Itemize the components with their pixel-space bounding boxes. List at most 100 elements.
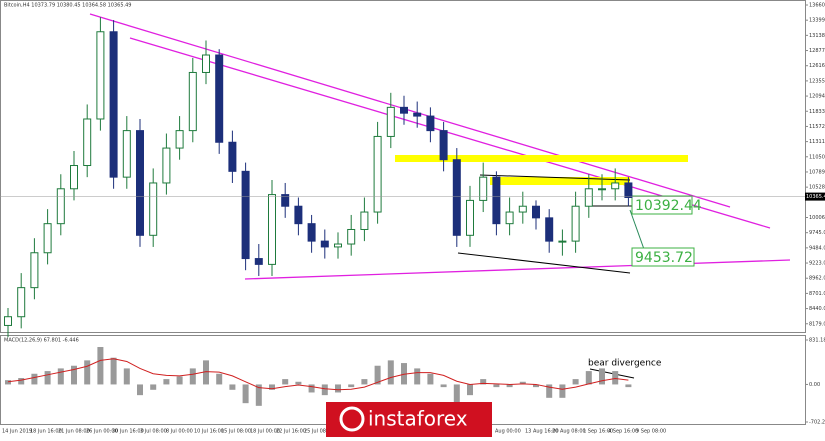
macd-bar: [480, 379, 487, 385]
candle-body: [254, 258, 263, 265]
annotation: 10392.44: [635, 198, 702, 214]
macd-bar: [453, 384, 460, 406]
macd-bar: [599, 368, 605, 385]
y-tick-label: 9484.00: [809, 245, 825, 251]
y-tick-label: 12355.00: [809, 78, 825, 84]
candle-body: [439, 130, 448, 161]
macd-bar: [123, 368, 130, 385]
macd-bar: [110, 357, 117, 385]
watermark-logo: [339, 406, 365, 432]
signal-line: [7, 358, 629, 391]
macd-bar: [427, 373, 434, 385]
watermark: instaforex: [368, 407, 468, 431]
divergence-line: [589, 368, 635, 379]
macd-bar: [612, 371, 619, 385]
price-panel: [0, 0, 806, 333]
macd-bar: [295, 381, 302, 385]
macd-bar: [493, 384, 500, 388]
y2-tick-label: 0.00: [809, 382, 820, 388]
macd-bar: [269, 384, 275, 390]
candle-body: [320, 240, 329, 248]
macd-bar: [216, 373, 223, 385]
macd-bar: [335, 384, 341, 393]
macd-bar: [308, 384, 315, 393]
x-tick-label: 9 Sep 08:00: [636, 429, 666, 435]
macd-bar: [533, 384, 539, 388]
y-tick-label: 8440.00: [809, 306, 825, 312]
macd-bar: [401, 363, 407, 385]
x-tick-label: 8 Jul 00:00: [166, 429, 193, 435]
annotation-box: [631, 195, 693, 215]
candle-body: [96, 31, 105, 120]
macd-bar: [176, 376, 183, 385]
candle-body: [492, 176, 501, 225]
macd-bar: [57, 368, 64, 385]
x-tick-label: 26 Jun 00:00: [86, 429, 118, 435]
y-tick-label: 10006.00: [809, 215, 825, 221]
candle-body: [611, 182, 620, 190]
x-tick-label: 1 Sep 16:00: [583, 429, 613, 435]
macd-bar: [321, 384, 328, 396]
macd-bar: [467, 384, 473, 396]
x-tick-label: 3 Jul 08:00: [140, 429, 167, 435]
macd-bar: [374, 365, 381, 385]
macd-bar: [5, 380, 11, 385]
macd-bar: [18, 378, 25, 385]
x-tick-label: Aug 00:00: [495, 429, 521, 435]
macd-bar: [282, 379, 289, 385]
candle-body: [413, 112, 422, 117]
y2-tick-label: -702.27: [809, 420, 825, 426]
y-tick-label: 8701.00: [809, 291, 825, 297]
y2-tick-label: 831.18: [809, 338, 825, 344]
candle-body: [149, 182, 158, 236]
candle-body: [505, 211, 514, 225]
candle-body: [452, 159, 461, 236]
y-tick-label: 10528.00: [809, 185, 825, 191]
candle-body: [83, 118, 92, 167]
candle-body: [188, 71, 197, 132]
x-tick-label: 15 Jul 08:00: [221, 429, 251, 435]
candle-body: [307, 223, 316, 242]
annotation: bear divergence: [588, 359, 662, 369]
candle-body: [624, 182, 633, 199]
x-tick-label: 30 Jun 16:00: [112, 429, 144, 435]
candle-body: [532, 205, 540, 219]
candle-body: [43, 223, 52, 254]
x-tick-label: 18 Jun 16:00: [30, 429, 62, 435]
candle-body: [360, 211, 369, 230]
y-tick-label: 9223.00: [809, 261, 825, 267]
macd-bar: [44, 371, 51, 385]
macd-bar: [625, 384, 632, 388]
x-tick-label: 21 Jun 08:00: [58, 429, 90, 435]
macd-bar: [97, 347, 104, 385]
candle-body: [70, 165, 78, 190]
macd-bar: [189, 368, 196, 385]
y-tick-label: 13399.00: [809, 18, 825, 24]
x-tick-label: 22 Jul 16:00: [276, 429, 306, 435]
candle-body: [294, 205, 303, 225]
macd-bar: [585, 371, 592, 385]
candle-body: [241, 170, 250, 260]
macd-bar: [387, 360, 394, 385]
candle-body: [558, 240, 567, 243]
macd-bar: [348, 384, 355, 388]
macd-bar: [572, 379, 579, 385]
candle-body: [584, 188, 593, 207]
projection-line: [629, 209, 646, 253]
last-price-label: 10365.49: [806, 194, 825, 200]
candle-body: [109, 31, 118, 178]
y-tick-label: 9745.00: [809, 230, 825, 236]
candle-body: [466, 199, 474, 236]
macd-bar: [546, 384, 553, 398]
macd-bar: [519, 381, 526, 385]
candle-body: [17, 287, 26, 318]
y-tick-label: 8962.00: [809, 276, 825, 282]
y-tick-label: 11833.00: [809, 109, 825, 115]
x-tick-label: 13 Aug 16:00: [525, 429, 559, 435]
y-tick-label: 13660.00: [809, 3, 825, 9]
macd-bar: [414, 368, 421, 385]
trend-line: [89, 13, 731, 208]
candle-body: [426, 115, 435, 132]
macd-bar: [229, 384, 236, 390]
